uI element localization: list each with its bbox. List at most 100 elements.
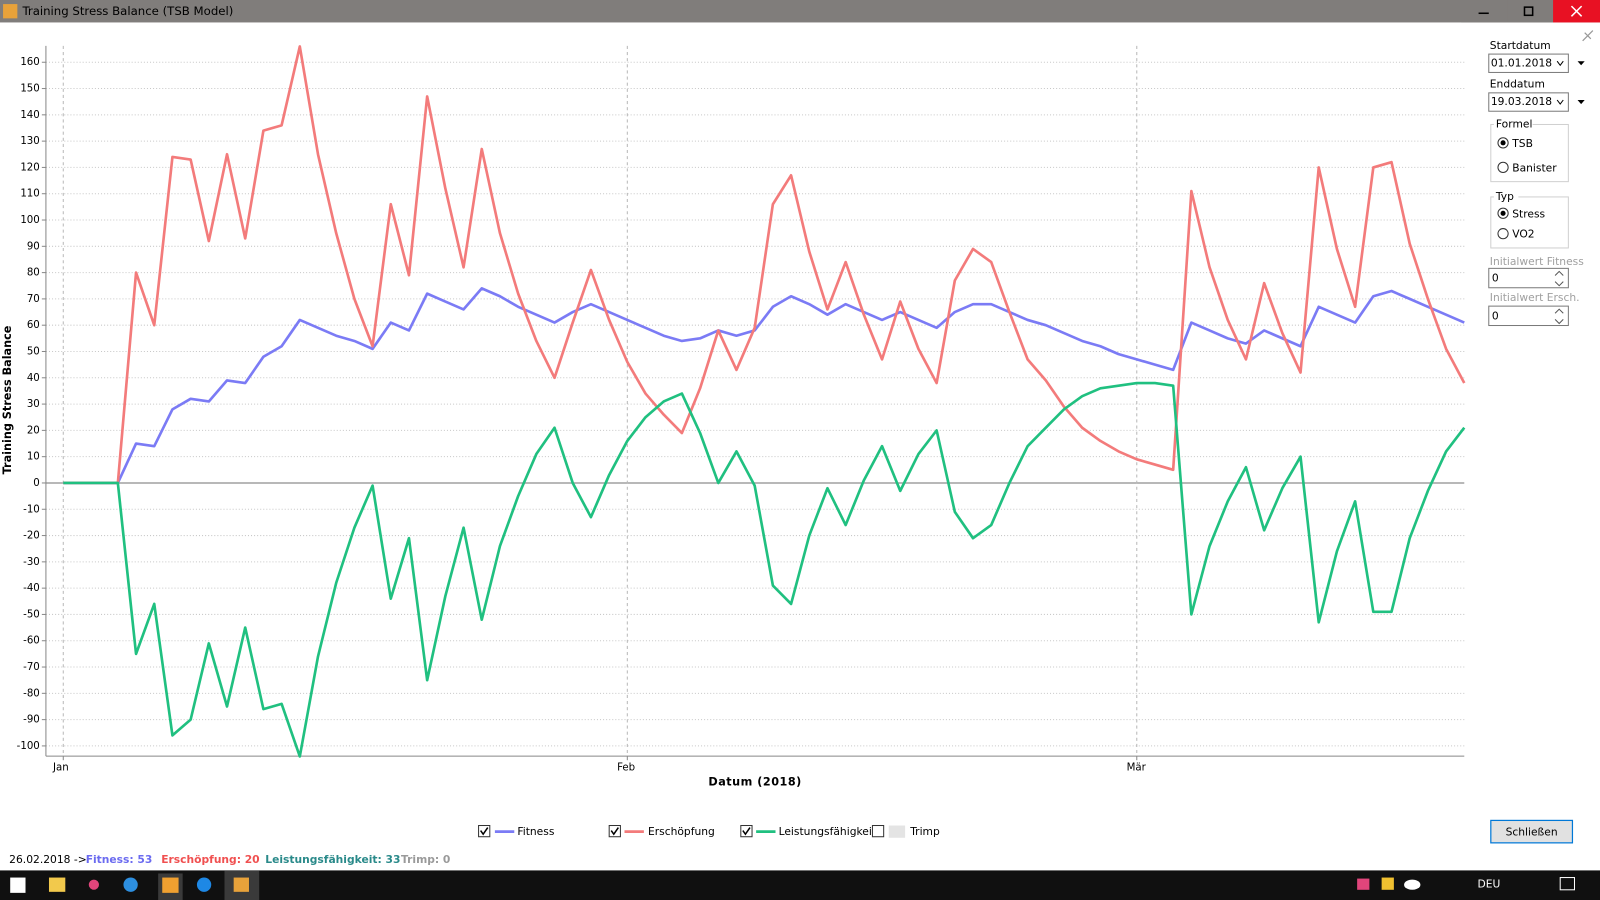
y-tick-label: -30 [23, 557, 40, 568]
language: DEU [1478, 878, 1501, 891]
tray-icon[interactable] [1404, 879, 1421, 890]
check-mark [610, 827, 619, 836]
restore-icon [1523, 6, 1534, 17]
y-tick-label: 30 [27, 399, 40, 410]
group-label-bg [1493, 190, 1519, 204]
combo-arrow [1556, 60, 1564, 67]
status-date: 26.02.2018 -> [9, 853, 87, 866]
legend-checkbox[interactable] [740, 825, 753, 838]
x-tick-label: Jan [52, 762, 69, 773]
minimize-button[interactable] [1461, 0, 1508, 23]
spin-buttons[interactable] [1554, 270, 1564, 287]
series-line [63, 45, 1466, 485]
status-trimp: Trimp: 0 [401, 853, 450, 866]
start-date-box[interactable] [1488, 53, 1569, 73]
y-tick-label: 50 [27, 346, 40, 357]
legend-checkbox[interactable] [871, 825, 885, 838]
legend-label: Erschöpfung [648, 825, 715, 838]
restore-button[interactable] [1507, 0, 1554, 23]
window-title: Training Stress Balance (TSB Model) [21, 4, 233, 18]
end-label: Enddatum [1490, 78, 1545, 91]
app-icon[interactable] [123, 877, 138, 892]
combo-arrow [1556, 99, 1564, 105]
explorer-icon[interactable] [48, 877, 66, 892]
y-tick-label: 80 [27, 268, 40, 279]
x-axis-label: Datum (2018) [708, 776, 801, 789]
start-button[interactable] [10, 877, 26, 893]
init-fatigue-label: Initialwert Ersch. [1490, 291, 1580, 304]
y-tick-label: -10 [23, 504, 40, 515]
end-date: 19.03.2018 [1491, 95, 1552, 108]
check-mark [479, 827, 489, 836]
y-tick-label: 140 [20, 110, 39, 121]
check-mark [742, 827, 751, 836]
y-tick-label: 20 [27, 425, 40, 436]
tray-icon[interactable] [1357, 878, 1370, 890]
y-tick-label: 160 [20, 57, 39, 68]
start-label: Startdatum [1490, 39, 1551, 52]
legend-swatch [888, 825, 906, 838]
legend-label: Trimp [909, 825, 940, 838]
series-line [63, 287, 1465, 485]
tray-icon[interactable] [1381, 877, 1394, 890]
end-date-box[interactable] [1488, 92, 1569, 112]
type-label: Typ [1495, 190, 1514, 203]
y-tick-label: 120 [20, 162, 39, 173]
title-bar [0, 0, 1600, 23]
radio[interactable] [1497, 161, 1509, 173]
y-tick-label: 110 [20, 189, 39, 200]
edge-icon[interactable] [196, 877, 212, 892]
app-icon[interactable] [162, 877, 179, 893]
series-line [63, 381, 1466, 758]
close-button[interactable] [1490, 819, 1574, 844]
formula-option: TSB [1511, 137, 1533, 150]
app-icon[interactable] [233, 877, 249, 892]
app-icon[interactable] [88, 879, 99, 890]
radio-dot [1500, 210, 1506, 216]
y-tick-label: -40 [23, 583, 40, 594]
init-fatigue-value: 0 [1492, 309, 1499, 322]
y-tick-label: 90 [27, 241, 40, 252]
y-tick-label: 70 [27, 294, 40, 305]
y-tick-label: 60 [27, 320, 40, 331]
notification-icon[interactable] [1559, 877, 1576, 891]
y-tick-label: -50 [23, 609, 40, 620]
init-fitness-value: 0 [1492, 272, 1499, 285]
radio[interactable] [1497, 228, 1509, 240]
y-tick-label: -70 [23, 662, 40, 673]
dropdown-arrow[interactable] [1577, 100, 1585, 105]
start-date: 01.01.2018 [1491, 56, 1552, 69]
y-tick-label: 0 [33, 478, 39, 489]
x-tick-label: Mär [1127, 762, 1147, 773]
app-icon [3, 4, 18, 19]
status-fitness: Fitness: 53 [86, 853, 153, 866]
status-performance: Leistungsfähigkeit: 33 [265, 853, 400, 866]
spin-buttons[interactable] [1554, 308, 1564, 325]
y-tick-label: 10 [27, 452, 40, 463]
init-fitness-label: Initialwert Fitness [1490, 255, 1584, 268]
y-tick-label: -20 [23, 531, 40, 542]
y-tick-label: -90 [23, 715, 40, 726]
legend-checkbox[interactable] [478, 825, 491, 838]
radio-dot [1500, 140, 1506, 146]
group-label-bg [1493, 118, 1533, 131]
formula-label: Formel [1496, 117, 1533, 130]
tool-icon[interactable] [1582, 30, 1594, 42]
dropdown-arrow[interactable] [1577, 61, 1585, 66]
taskbar [0, 870, 1600, 900]
legend-label: Fitness [517, 825, 554, 838]
y-tick-label: 100 [20, 215, 39, 226]
init-fitness-box[interactable] [1488, 267, 1569, 289]
legend-label: Leistungsfähigkeit [779, 825, 877, 838]
legend-checkbox[interactable] [608, 825, 621, 838]
y-tick-label: 40 [27, 373, 40, 384]
type-option: Stress [1512, 207, 1545, 220]
type-option: VO2 [1512, 228, 1534, 241]
init-fatigue-box[interactable] [1488, 305, 1569, 327]
formula-option: Banister [1512, 161, 1557, 174]
y-axis-label: Training Stress Balance [1, 325, 14, 474]
x-tick-label: Feb [617, 762, 635, 773]
y-tick-label: -60 [23, 636, 40, 647]
